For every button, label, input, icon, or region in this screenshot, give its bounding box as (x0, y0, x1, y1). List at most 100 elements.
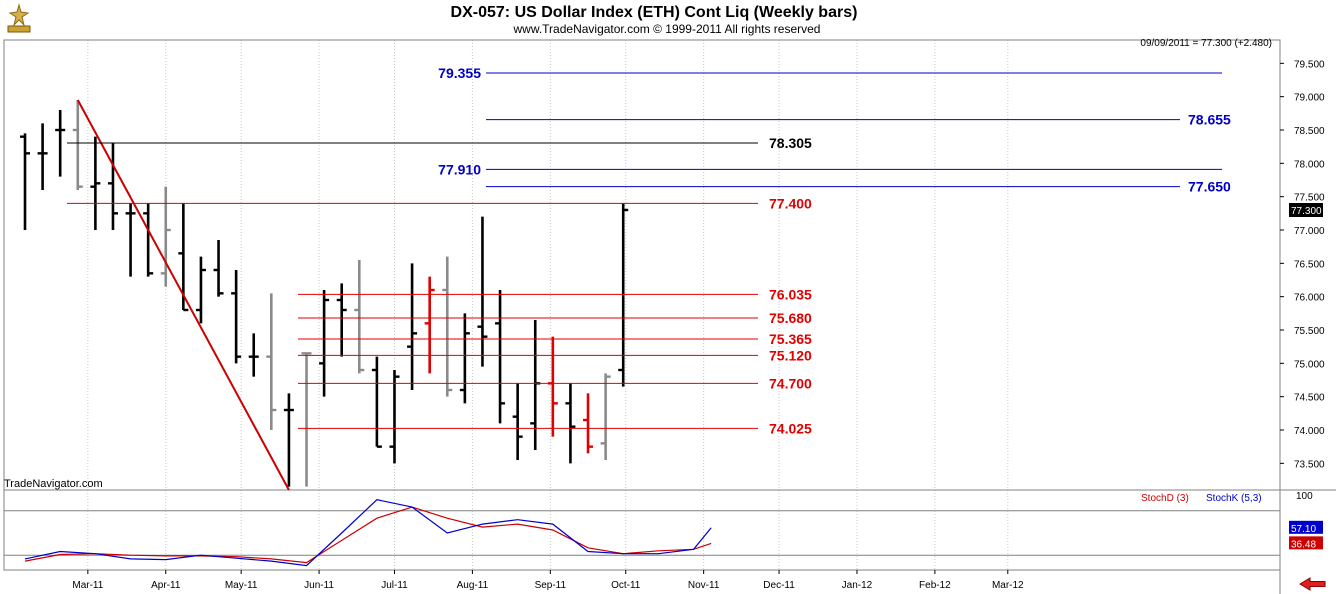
y-tick-label-7: 76.000 (1294, 293, 1325, 304)
ohlc-bar-11 (213, 240, 224, 297)
level-label-10: 74.700 (769, 375, 812, 391)
ohlc-bar-27 (495, 290, 506, 424)
x-tick-label-8: Nov-11 (688, 580, 720, 591)
level-label-2: 78.305 (769, 135, 812, 151)
legend-stochd: StochD (3) (1141, 493, 1189, 504)
ohlc-bar-24 (442, 256, 453, 397)
stoch-line-1 (24, 499, 712, 567)
ohlc-bar-13 (248, 333, 259, 377)
ohlc-bar-28 (512, 383, 523, 460)
ohlc-bar-25 (459, 313, 470, 404)
ohlc-bar-2 (55, 110, 66, 177)
y-tick-label-6: 76.500 (1294, 259, 1325, 270)
x-tick-label-10: Jan-12 (842, 580, 873, 591)
ohlc-bar-17 (319, 290, 330, 397)
ohlc-bar-0 (20, 133, 30, 230)
y-tick-label-11: 74.000 (1294, 426, 1325, 437)
level-label-4: 77.650 (1188, 179, 1231, 195)
y-tick-label-8: 75.500 (1294, 326, 1325, 337)
level-label-3: 77.910 (438, 161, 481, 177)
ohlc-bar-9 (178, 203, 189, 312)
stoch-value-label-1: 57.10 (1291, 524, 1316, 535)
ohlc-bar-34 (618, 203, 629, 387)
x-tick-label-6: Sep-11 (535, 580, 567, 591)
y-tick-label-9: 75.000 (1294, 359, 1325, 370)
ohlc-bar-10 (195, 256, 206, 324)
ohlc-bar-4 (90, 136, 101, 230)
ohlc-bar-31 (565, 383, 576, 464)
level-label-6: 76.035 (769, 286, 812, 302)
stoch-value-label-0: 36.48 (1291, 539, 1316, 550)
ohlc-bar-5 (107, 143, 118, 230)
last-price-tag-box (1289, 203, 1323, 217)
arrow-left-icon (1299, 577, 1326, 591)
x-tick-label-4: Jul-11 (381, 580, 408, 591)
ohlc-bar-23 (424, 276, 435, 374)
ohlc-bar-3 (72, 100, 83, 190)
trendline-layer (76, 99, 290, 491)
legend-stochk: StochK (5,3) (1206, 493, 1262, 504)
ohlc-bar-21 (389, 370, 400, 464)
gridlines (87, 40, 1009, 570)
chart-frame (3, 39, 1336, 594)
x-tick-label-11: Feb-12 (919, 580, 951, 591)
ohlc-bar-32 (583, 393, 594, 454)
x-tick-label-12: Mar-12 (992, 580, 1024, 591)
x-tick-label-2: May-11 (225, 580, 258, 591)
x-tick-label-1: Apr-11 (151, 580, 181, 591)
y-tick-label-3: 78.000 (1294, 159, 1325, 170)
level-label-0: 79.355 (438, 65, 481, 81)
y-tick-label-1: 79.000 (1294, 93, 1325, 104)
stochastic-panel: 100 36.48 57.10 StochD (3) StochK (5,3) (4, 491, 1323, 567)
ohlc-bar-8 (160, 186, 171, 287)
ohlc-bar-22 (407, 263, 418, 390)
y-tick-label-2: 78.500 (1294, 126, 1325, 137)
x-tick-label-9: Dec-11 (763, 580, 795, 591)
ohlc-bar-12 (231, 270, 242, 364)
level-label-11: 74.025 (769, 420, 812, 436)
ohlc-bar-20 (371, 356, 382, 448)
level-label-1: 78.655 (1188, 112, 1231, 128)
stoch-line-0 (24, 506, 712, 564)
y-tick-label-4: 77.500 (1294, 193, 1325, 204)
y-tick-label-5: 77.000 (1294, 226, 1325, 237)
watermark-label: TradeNavigator.com (4, 478, 103, 490)
x-tick-label-0: Mar-11 (72, 580, 103, 591)
ohlc-bar-1 (37, 123, 48, 190)
date-axis: Mar-11 Apr-11 May-11 Jun-11 Jul-11 Aug-11 Sep-… (72, 570, 1024, 591)
y-tick-label-0: 79.500 (1294, 59, 1325, 70)
ohlc-bar-7 (143, 203, 154, 277)
ohlc-bar-19 (354, 260, 365, 374)
chart-title: DX-057: US Dollar Index (ETH) Cont Liq (… (451, 4, 858, 21)
stoch-tick-label: 100 (1296, 491, 1313, 502)
ohlc-bar-6 (125, 203, 136, 277)
level-label-5: 77.400 (769, 195, 812, 211)
x-tick-label-7: Oct-11 (611, 580, 641, 591)
stoch-value-box-1 (1289, 520, 1323, 534)
y-tick-label-10: 74.500 (1294, 393, 1325, 404)
scroll-left-button[interactable] (1296, 576, 1330, 592)
ohlc-bar-30 (547, 336, 558, 437)
copyright-notice: www.TradeNavigator.com © 1999-2011 All r… (513, 22, 821, 36)
fib-levels: 79.355 78.655 78.305 77.910 77.650 77.400 76.0… (67, 65, 1231, 436)
level-label-9: 75.120 (769, 347, 812, 363)
level-label-8: 75.365 (769, 331, 812, 347)
ohlc-bar-15 (283, 393, 294, 487)
ohlc-bar-16 (301, 352, 312, 487)
stoch-value-box-0 (1289, 536, 1323, 550)
x-tick-label-5: Aug-11 (457, 580, 489, 591)
last-price-tag: 77.300 (1291, 206, 1322, 217)
level-label-7: 75.680 (769, 310, 812, 326)
trade-navigator-logo-icon (7, 3, 31, 33)
y-tick-label-12: 73.500 (1294, 459, 1325, 470)
last-value-readout: 09/09/2011 = 77.300 (+2.480) (1140, 38, 1272, 49)
down-trendline (76, 99, 290, 491)
price-axis: 79.500 79.000 78.500 78.000 77.500 77.000 76.5… (1280, 59, 1325, 470)
ohlc-bar-18 (336, 283, 347, 357)
ohlc-bar-26 (477, 216, 488, 367)
ohlc-bar-14 (266, 293, 277, 430)
ohlc-bar-33 (600, 373, 611, 460)
x-tick-label-3: Jun-11 (304, 580, 334, 591)
